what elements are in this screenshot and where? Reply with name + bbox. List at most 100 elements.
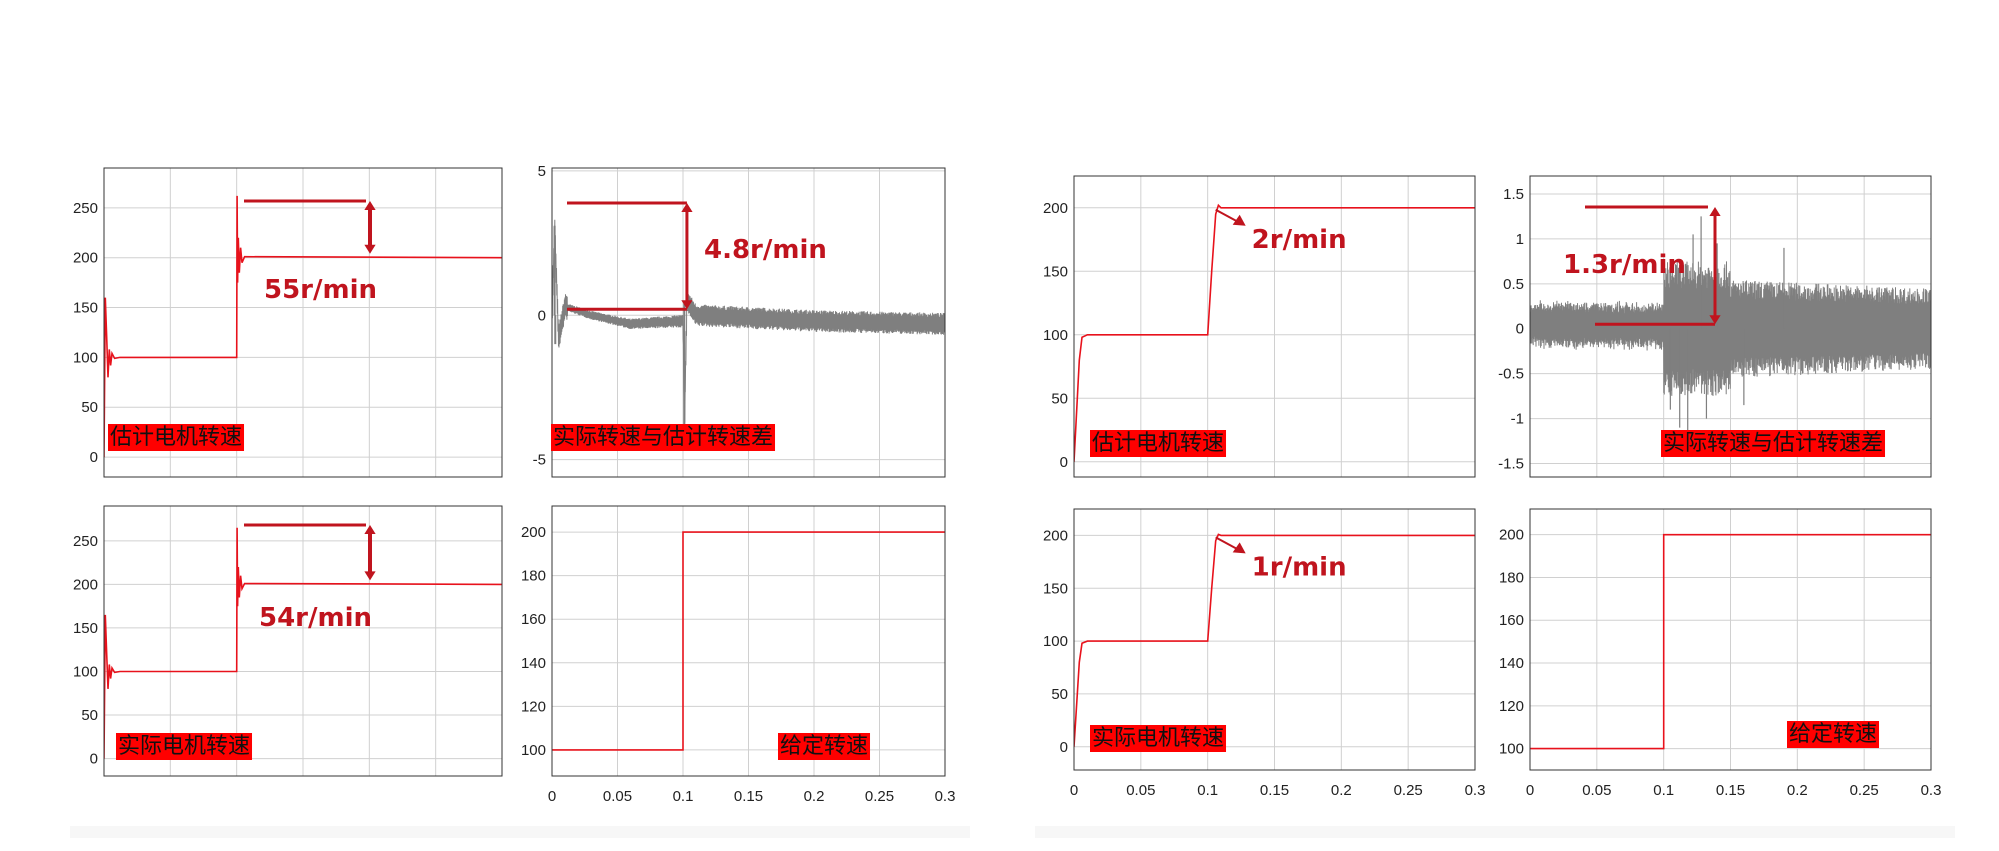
x-tick-label: 0.25: [865, 788, 894, 805]
x-tick-label: 0.1: [1653, 782, 1674, 799]
y-tick-label: 180: [521, 568, 546, 585]
y-tick-label: 100: [1499, 741, 1524, 758]
x-tick-label: 0.15: [1260, 782, 1289, 799]
y-tick-label: 140: [521, 655, 546, 672]
axes-frame: [1073, 508, 1476, 771]
y-tick-label: 0: [538, 307, 546, 324]
y-tick-label: -0.5: [1498, 366, 1524, 383]
y-tick-label: 160: [1499, 612, 1524, 629]
subplot-label: 实际电机转速: [1092, 726, 1224, 751]
y-tick-label: 0: [1060, 739, 1068, 756]
y-tick-label: -1.5: [1498, 456, 1524, 473]
y-tick-label: 0: [90, 449, 98, 466]
x-tick-label: 0.2: [1787, 782, 1808, 799]
y-tick-label: 1.5: [1503, 186, 1524, 203]
label-highlight: [108, 424, 245, 451]
y-tick-label: 150: [73, 300, 98, 317]
subplot-label: 给定转速: [780, 734, 868, 759]
arrow-head: [681, 203, 693, 212]
y-tick-label: 100: [521, 742, 546, 759]
subplot-r3: 0 50 100 150 200 0 0.05 0.1 0.15 0.2 0.25 0.3 实际电机转速…: [1043, 508, 1486, 799]
y-tick-label: 50: [1051, 686, 1068, 703]
y-tick-label: 200: [73, 250, 98, 267]
subplot-l1: 0 50 100 150 200 250 估计电机转速 55r/min: [73, 167, 503, 478]
subplot-label: 给定转速: [1789, 722, 1877, 747]
speed-series-line: [1530, 533, 1931, 750]
arrow-head: [1709, 315, 1721, 325]
y-tick-label: 50: [81, 707, 98, 724]
annotation-value: 4.8r/min: [704, 235, 827, 265]
speed-series-line: [552, 531, 945, 751]
x-tick-label: 0: [1526, 782, 1534, 799]
x-tick-label: 0.3: [935, 788, 956, 805]
annotation-value: 54r/min: [259, 603, 372, 633]
x-tick-label: 0.05: [1582, 782, 1611, 799]
subplot-label: 实际转速与估计转速差: [1663, 431, 1883, 456]
arrow-head: [1709, 207, 1721, 216]
arrow-head: [364, 244, 376, 254]
subplot-label: 估计电机转速: [110, 425, 242, 450]
annotation-value: 1.3r/min: [1563, 250, 1686, 280]
speed-series-line: [1074, 203, 1475, 462]
subplot-l2: -5 0 5 实际转速与估计转速差 4.8r/min: [533, 163, 946, 478]
y-tick-label: 160: [521, 611, 546, 628]
x-tick-label: 0.25: [1850, 782, 1879, 799]
y-tick-label: 100: [1043, 633, 1068, 650]
y-tick-label: 0: [1060, 454, 1068, 471]
x-tick-label: 0.1: [673, 788, 694, 805]
y-tick-label: 200: [73, 576, 98, 593]
y-tick-label: 200: [521, 524, 546, 541]
arrow-head: [1232, 214, 1246, 226]
x-tick-label: 0.2: [1331, 782, 1352, 799]
x-tick-label: 0.05: [603, 788, 632, 805]
arrow-head: [364, 571, 376, 581]
y-tick-label: 180: [1499, 569, 1524, 586]
footer-band: [1035, 826, 1955, 838]
y-tick-label: -5: [533, 452, 546, 469]
subplot-label: 实际转速与估计转速差: [553, 425, 773, 450]
axes-frame: [1529, 508, 1932, 771]
label-highlight: [1090, 430, 1227, 457]
subplot-l4: 100 120 140 160 180 200 0 0.05 0.1 0.15 0.2 0.25 0.3…: [521, 505, 956, 805]
x-tick-label: 0.05: [1126, 782, 1155, 799]
label-highlight: [778, 733, 871, 760]
label-highlight: [116, 733, 253, 760]
y-tick-label: 100: [73, 349, 98, 366]
y-tick-label: 140: [1499, 655, 1524, 672]
arrow-head: [1232, 542, 1246, 554]
x-tick-label: 0.15: [1716, 782, 1745, 799]
footer-band: [70, 826, 970, 838]
subplot-r1: 0 50 100 150 200 估计电机转速 2r/min: [1043, 175, 1476, 478]
axes-frame: [103, 505, 503, 777]
y-tick-label: 0: [1516, 321, 1524, 338]
error-spike: [553, 225, 686, 440]
x-tick-label: 0.25: [1394, 782, 1423, 799]
arrow-head: [364, 525, 376, 534]
speed-series-line: [104, 527, 502, 759]
x-tick-label: 0.3: [1921, 782, 1942, 799]
x-tick-label: 0.3: [1465, 782, 1486, 799]
x-tick-label: 0.15: [734, 788, 763, 805]
speed-series-line: [104, 195, 502, 458]
y-tick-label: 120: [521, 698, 546, 715]
axes-frame: [551, 167, 946, 478]
axes-frame: [103, 167, 503, 478]
y-tick-label: 200: [1043, 200, 1068, 217]
y-tick-label: 100: [1043, 327, 1068, 344]
annotation-value: 55r/min: [264, 275, 377, 305]
annotation-value: 1r/min: [1252, 552, 1347, 582]
subplot-label: 实际电机转速: [118, 734, 250, 759]
y-tick-label: 100: [73, 663, 98, 680]
y-tick-label: 1: [1516, 231, 1524, 248]
y-tick-label: 120: [1499, 698, 1524, 715]
subplot-label: 估计电机转速: [1092, 431, 1224, 456]
error-series-line: [1530, 261, 1931, 396]
y-tick-label: 5: [538, 163, 546, 180]
speed-series-line: [1074, 533, 1475, 747]
x-tick-label: 0.1: [1197, 782, 1218, 799]
y-tick-label: 0: [90, 751, 98, 768]
subplot-r2: -1.5 -1 -0.5 0 0.5 1 1.5 实际转速与估计转速差 1.3r/min: [1498, 175, 1932, 478]
label-highlight: [1661, 430, 1886, 457]
y-tick-label: 250: [73, 200, 98, 217]
